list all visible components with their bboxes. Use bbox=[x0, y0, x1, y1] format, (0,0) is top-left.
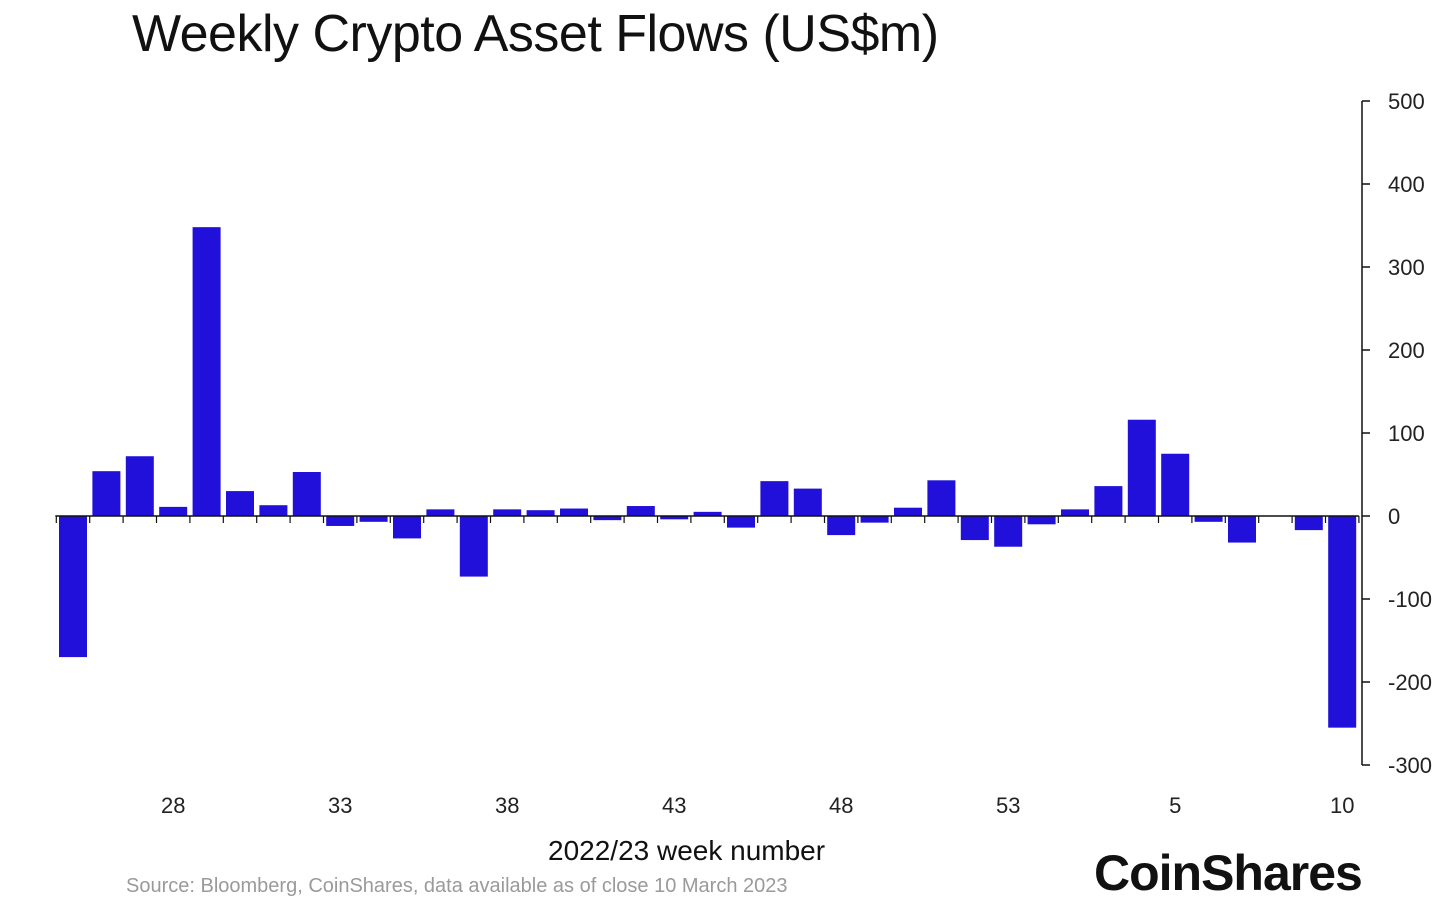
x-tick-label: 53 bbox=[996, 793, 1020, 818]
x-tick-label: 48 bbox=[829, 793, 853, 818]
bar-week-45 bbox=[727, 516, 755, 528]
x-tick-label: 28 bbox=[161, 793, 185, 818]
bar-week-41 bbox=[593, 516, 622, 521]
y-tick-label: 500 bbox=[1388, 89, 1425, 114]
bar-week-50 bbox=[894, 507, 922, 516]
bar-week-4 bbox=[1127, 419, 1156, 516]
bar-week-35 bbox=[393, 516, 421, 539]
bar-week-48 bbox=[827, 516, 856, 536]
y-tick-label: -100 bbox=[1388, 587, 1432, 612]
y-tick-label: 0 bbox=[1388, 504, 1400, 529]
bar-week-36 bbox=[426, 509, 455, 516]
bar-week-5 bbox=[1161, 453, 1190, 516]
bar-week-43 bbox=[660, 516, 689, 520]
bar-week-29 bbox=[192, 227, 221, 516]
bar-week-44 bbox=[693, 511, 722, 516]
y-tick-label: -300 bbox=[1388, 753, 1432, 778]
bar-week-10 bbox=[1328, 516, 1357, 728]
bar-week-31 bbox=[259, 505, 288, 516]
bar-week-26 bbox=[92, 471, 121, 516]
coinshares-logo: CoinShares bbox=[1094, 845, 1363, 901]
bar-week-2 bbox=[1061, 509, 1089, 516]
x-tick-label: 10 bbox=[1330, 793, 1354, 818]
bar-week-1 bbox=[1027, 516, 1056, 525]
bar-week-39 bbox=[526, 510, 555, 516]
y-axis: 500 400 300 200 100 0 -100 -200 -300 bbox=[1361, 89, 1432, 778]
x-tick-label: 43 bbox=[662, 793, 686, 818]
bar-week-52 bbox=[960, 516, 989, 541]
bar-week-46 bbox=[760, 481, 789, 516]
bar-week-42 bbox=[626, 506, 655, 516]
bar-week-38 bbox=[493, 509, 522, 516]
y-tick-label: 300 bbox=[1388, 255, 1425, 280]
bar-week-53 bbox=[994, 516, 1023, 547]
bar-week-51 bbox=[927, 480, 956, 516]
bar-week-33 bbox=[326, 516, 355, 526]
y-tick-label: -200 bbox=[1388, 670, 1432, 695]
bar-week-28 bbox=[159, 506, 188, 516]
bars-group bbox=[59, 227, 1357, 728]
bar-week-30 bbox=[226, 491, 254, 516]
y-tick-label: 100 bbox=[1388, 421, 1425, 446]
bar-week-37 bbox=[459, 516, 488, 577]
source-note: Source: Bloomberg, CoinShares, data avai… bbox=[126, 875, 788, 897]
bar-week-34 bbox=[359, 516, 388, 522]
bar-week-6 bbox=[1194, 516, 1223, 522]
bar-week-40 bbox=[560, 508, 588, 516]
bar-week-25 bbox=[59, 516, 87, 658]
bar-week-3 bbox=[1094, 486, 1123, 516]
x-axis-label: 2022/23 week number bbox=[548, 835, 826, 866]
x-tick-label: 5 bbox=[1169, 793, 1181, 818]
bar-week-32 bbox=[292, 472, 321, 516]
bar-week-9 bbox=[1294, 516, 1323, 531]
bar-week-27 bbox=[125, 456, 154, 516]
bar-week-49 bbox=[860, 516, 889, 523]
bar-week-7 bbox=[1228, 516, 1256, 543]
y-tick-label: 200 bbox=[1388, 338, 1425, 363]
chart-title: Weekly Crypto Asset Flows (US$m) bbox=[132, 5, 939, 63]
x-tick-label: 38 bbox=[495, 793, 519, 818]
x-tick-label: 33 bbox=[328, 793, 352, 818]
y-tick-label: 400 bbox=[1388, 172, 1425, 197]
x-axis: 28 33 38 43 48 53 5 10 bbox=[55, 515, 1360, 818]
bar-week-47 bbox=[793, 488, 822, 516]
